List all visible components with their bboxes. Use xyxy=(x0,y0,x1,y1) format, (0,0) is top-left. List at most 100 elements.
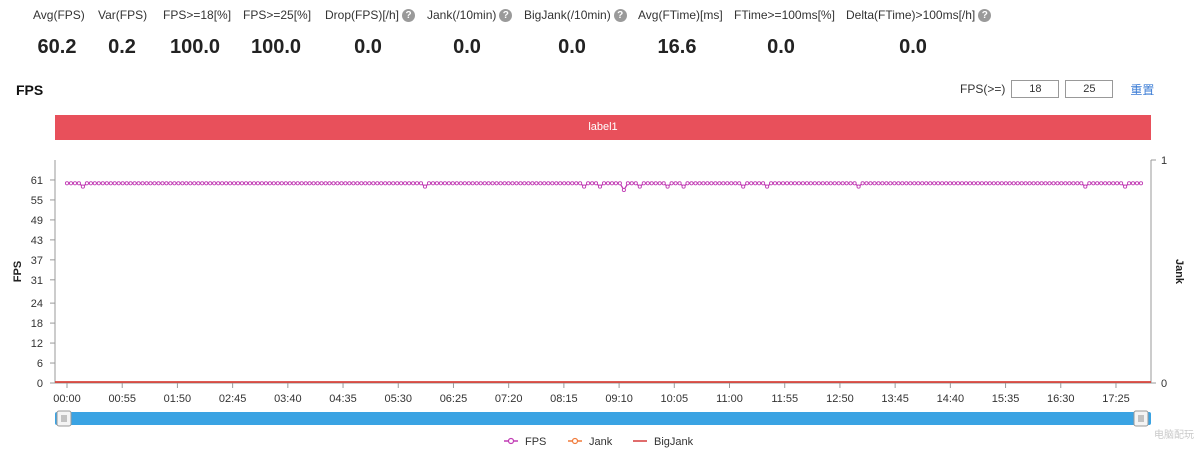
fps-point xyxy=(987,181,992,186)
fps-point xyxy=(1071,181,1076,186)
fps-point xyxy=(315,181,320,186)
fps-point xyxy=(363,181,368,186)
fps-point xyxy=(458,181,463,186)
fps-point xyxy=(243,181,249,186)
fps-point xyxy=(617,181,622,186)
fps-point xyxy=(649,181,654,186)
threshold-label: FPS(>=) xyxy=(960,82,1006,96)
legend-label[interactable]: Jank xyxy=(589,436,613,448)
fps-point xyxy=(1011,181,1016,186)
fps-point xyxy=(689,181,694,186)
fps-point xyxy=(494,181,499,186)
fps-point xyxy=(558,181,563,186)
fps-point xyxy=(824,181,829,186)
fps-point xyxy=(96,181,101,186)
label-band[interactable]: label1 xyxy=(55,115,1151,140)
fps-point xyxy=(900,181,905,186)
metric-label-text: Jank(/10min) xyxy=(427,8,497,22)
fps-point xyxy=(776,181,782,186)
fps-point xyxy=(1051,181,1056,186)
fps-point xyxy=(255,181,260,186)
y-left-tick-label: 12 xyxy=(31,338,43,350)
fps-point xyxy=(478,181,483,186)
metrics-labels-row: Avg(FPS) Var(FPS) FPS>=18[%] FPS>=25[%] Drop… xyxy=(0,8,1200,28)
threshold-input-1[interactable] xyxy=(1011,80,1060,98)
fps-point xyxy=(327,181,332,186)
fps-point xyxy=(391,181,396,186)
fps-point xyxy=(1027,181,1032,186)
fps-point xyxy=(1075,181,1080,186)
fps-point xyxy=(339,181,344,186)
fps-point xyxy=(709,181,714,186)
fps-point xyxy=(948,181,953,186)
fps-point xyxy=(637,184,642,189)
fps-point xyxy=(1019,181,1024,186)
fps-point xyxy=(820,181,825,186)
legend-label[interactable]: FPS xyxy=(525,436,546,448)
threshold-input-2[interactable] xyxy=(1065,80,1114,98)
x-tick-label: 13:45 xyxy=(881,393,909,405)
fps-point xyxy=(928,181,933,186)
fps-point xyxy=(888,181,893,186)
fps-point xyxy=(864,181,869,186)
x-tick-label: 06:25 xyxy=(440,393,468,405)
fps-point xyxy=(259,181,264,186)
zoom-slider-track[interactable] xyxy=(55,412,1151,425)
fps-point xyxy=(172,181,177,186)
fps-point xyxy=(1055,181,1060,186)
fps-point xyxy=(204,181,209,186)
fps-point xyxy=(800,181,805,186)
fps-point xyxy=(995,181,1000,186)
fps-point xyxy=(971,181,976,186)
fps-point xyxy=(1063,181,1068,186)
fps-point xyxy=(912,181,917,186)
fps-point xyxy=(784,181,790,186)
fps-point xyxy=(1138,181,1144,186)
legend-label[interactable]: BigJank xyxy=(654,436,694,448)
fps-point xyxy=(466,181,471,186)
metric-value: 16.6 xyxy=(657,36,697,58)
fps-point xyxy=(836,181,841,186)
help-icon[interactable]: ? xyxy=(613,8,627,22)
help-icon[interactable]: ? xyxy=(499,8,513,22)
fps-point xyxy=(462,181,467,186)
metric-value: 100.0 xyxy=(250,36,302,58)
fps-point xyxy=(625,181,630,186)
fps-point xyxy=(780,181,786,186)
fps-point xyxy=(1067,181,1072,186)
fps-point xyxy=(641,181,646,186)
fps-point xyxy=(267,181,272,186)
metrics-values-row: 60.2 0.2 100.0 100.0 0.0 0.0 0.0 16.6 0.0 0.0 xyxy=(0,36,1200,66)
metric-label-text: Drop(FPS)[/h] xyxy=(325,8,400,22)
help-icon[interactable]: ? xyxy=(978,8,992,22)
fps-point xyxy=(665,184,670,189)
metric-label: Jank(/10min)? xyxy=(427,8,513,22)
metric-label-text: Var(FPS) xyxy=(98,8,148,22)
fps-point xyxy=(975,181,980,186)
reset-link[interactable]: 重置 xyxy=(1130,82,1155,97)
metric-label-text: Avg(FTime)[ms] xyxy=(638,8,723,22)
fps-point xyxy=(605,181,611,186)
fps-point xyxy=(434,181,439,186)
fps-point xyxy=(673,181,678,186)
fps-point xyxy=(959,181,965,186)
y-left-axis-label: FPS xyxy=(12,261,24,282)
metric-value: 0.0 xyxy=(453,36,481,58)
metric-label: Drop(FPS)[/h]? xyxy=(325,8,416,22)
fps-point xyxy=(645,181,650,186)
fps-point xyxy=(792,181,797,186)
fps-point xyxy=(796,181,801,186)
fps-point xyxy=(307,181,312,186)
help-icon[interactable]: ? xyxy=(402,8,416,22)
fps-point xyxy=(104,181,109,186)
fps-point xyxy=(721,181,726,186)
metric-value: 0.2 xyxy=(108,36,136,58)
fps-point xyxy=(156,181,161,186)
fps-point xyxy=(880,181,885,186)
fps-point xyxy=(737,181,742,186)
fps-point xyxy=(295,181,300,186)
fps-point xyxy=(944,181,949,186)
fps-point xyxy=(450,181,455,186)
fps-point xyxy=(1107,181,1112,186)
fps-point xyxy=(355,181,360,186)
